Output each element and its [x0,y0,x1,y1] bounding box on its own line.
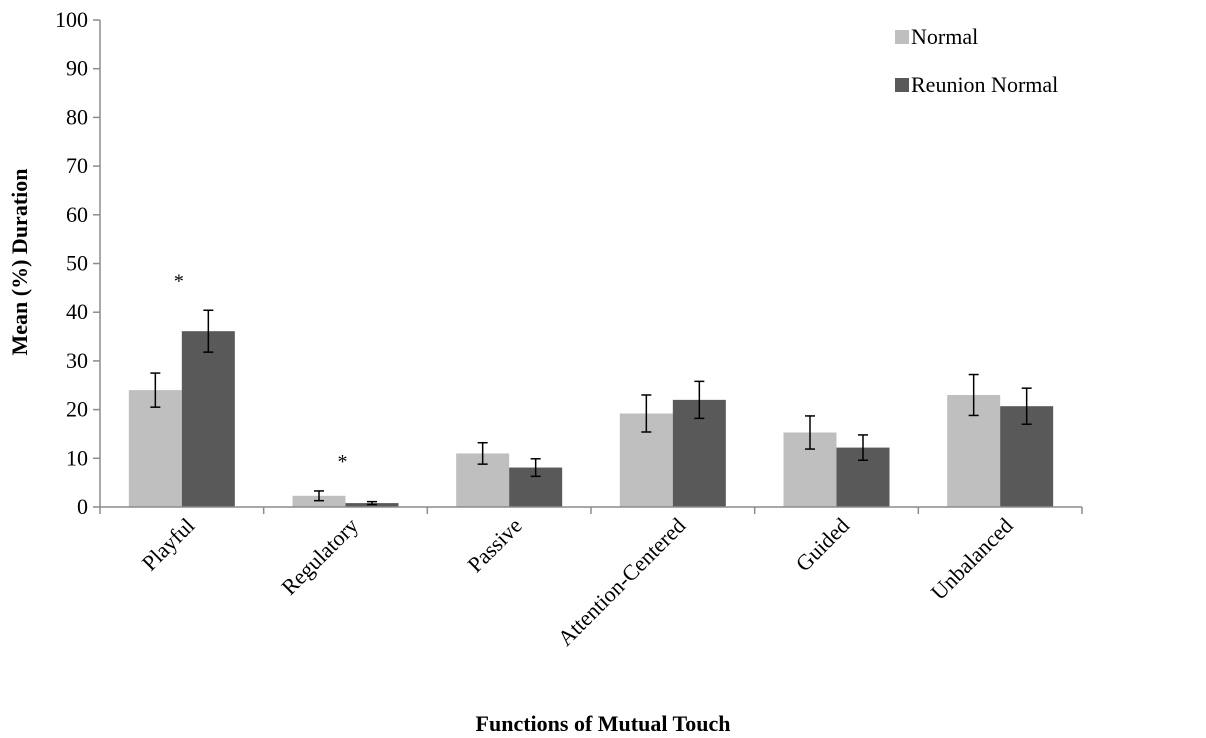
y-tick-label: 40 [66,299,88,324]
y-tick-label: 30 [66,348,88,373]
y-tick-label: 90 [66,56,88,81]
legend-swatch [895,30,909,44]
category-label: Playful [137,513,200,576]
y-tick-label: 80 [66,104,88,129]
category-labels: Playful Regulatory Passive Attention-Center… [137,513,1018,651]
category-label: Regulatory [276,513,363,600]
legend-label: Normal [911,24,978,49]
legend: Normal Reunion Normal [895,24,1058,97]
category-label: Attention-Centered [553,513,691,651]
legend-label: Reunion Normal [911,72,1058,97]
significance-asterisk: * [174,270,184,292]
significance-asterisk: * [338,451,348,473]
category-label: Guided [791,513,854,576]
category-label: Passive [462,513,526,577]
category-label: Unbalanced [926,513,1018,605]
y-tick-label: 10 [66,445,88,470]
y-tick-label: 50 [66,251,88,276]
y-axis-ticks: 0 10 20 30 40 50 60 70 80 90 100 [55,7,100,519]
y-axis-title: Mean (%) Duration [7,169,32,356]
bars [129,331,1053,507]
y-tick-label: 100 [55,7,88,32]
bar-reunion-normal-playful [182,331,235,507]
x-axis-title: Functions of Mutual Touch [476,711,731,736]
y-tick-label: 60 [66,202,88,227]
legend-swatch [895,78,909,92]
y-tick-label: 0 [77,494,88,519]
x-axis-ticks [100,507,1082,514]
y-tick-label: 20 [66,397,88,422]
error-bars [150,310,1031,504]
y-tick-label: 70 [66,153,88,178]
